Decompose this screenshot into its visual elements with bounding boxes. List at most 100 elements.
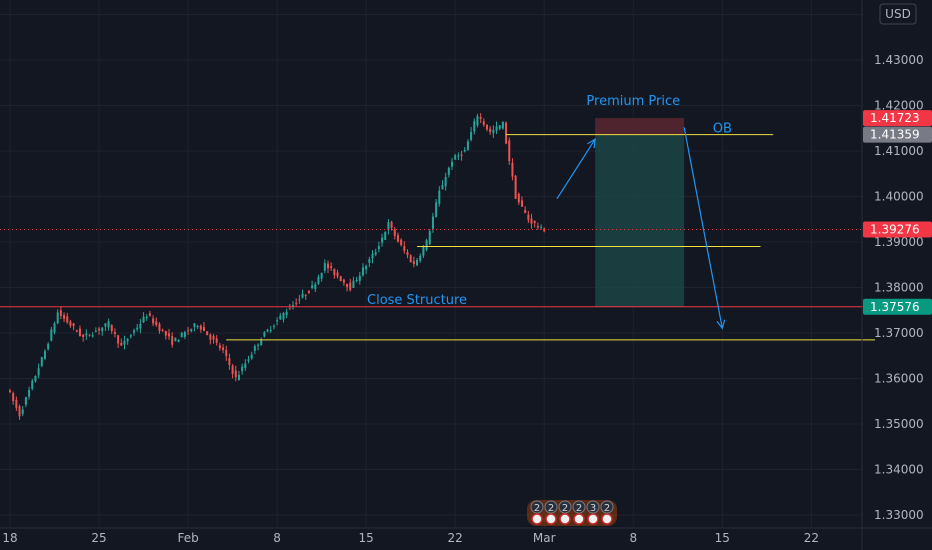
candle-body <box>18 406 21 417</box>
candle-body <box>78 328 81 336</box>
flag-icon[interactable] <box>545 513 557 525</box>
time-tick-label: 25 <box>91 531 106 545</box>
flag-icon[interactable] <box>531 513 543 525</box>
event-count-badge[interactable] <box>544 500 558 514</box>
candle-body <box>361 267 364 276</box>
event-count-badge[interactable] <box>558 500 572 514</box>
annotation-label[interactable]: OB <box>713 121 732 136</box>
annotation-label[interactable]: Close Structure <box>367 293 467 308</box>
time-tick-label: Mar <box>533 531 556 545</box>
candle-body <box>276 320 279 322</box>
candle-body <box>272 325 275 327</box>
event-count-label: 2 <box>604 503 610 514</box>
event-count-badge[interactable] <box>572 500 586 514</box>
event-count-label: 2 <box>562 503 568 514</box>
event-count-badge[interactable] <box>586 500 600 514</box>
candle-body <box>183 332 186 337</box>
candle-body <box>501 121 504 129</box>
event-count-label: 2 <box>534 503 540 514</box>
candle-body <box>416 259 419 266</box>
time-tick-label: 8 <box>273 531 281 545</box>
flag-icon[interactable] <box>587 513 599 525</box>
candle-body <box>466 141 469 151</box>
level-price-badge-label: 1.37576 <box>870 300 920 314</box>
candle-body <box>123 340 126 345</box>
candle-body <box>218 345 221 349</box>
horizontal-levels[interactable] <box>0 134 875 341</box>
candle-body <box>381 237 384 243</box>
candle-body <box>349 282 352 290</box>
candle-body <box>365 265 368 270</box>
candle-body <box>113 332 116 334</box>
candle-body <box>269 329 272 331</box>
candle-body <box>50 329 53 341</box>
candle-body <box>12 393 15 402</box>
candle-body <box>530 218 533 224</box>
candle-body <box>292 305 295 307</box>
candle-body <box>142 316 145 323</box>
flag-icon[interactable] <box>559 513 571 525</box>
take-profit-zone[interactable] <box>595 134 685 307</box>
time-tick-label: 18 <box>2 531 17 545</box>
candle-body <box>228 358 231 365</box>
candle-body <box>447 167 450 175</box>
candle-body <box>171 336 174 345</box>
candle-body <box>85 333 88 336</box>
price-tick-label: 1.38000 <box>874 281 924 295</box>
candle-body <box>393 229 396 236</box>
trend-arrow-line[interactable] <box>556 138 596 200</box>
candle-body <box>164 330 167 336</box>
candle-body <box>222 347 225 350</box>
trend-arrow-head <box>716 319 726 330</box>
currency-box-frame <box>879 3 917 25</box>
candle-body <box>260 339 263 346</box>
price-tick-label: 1.39000 <box>874 235 924 249</box>
annotation-label[interactable]: Premium Price <box>586 94 680 109</box>
trend-arrows[interactable] <box>556 127 726 330</box>
candle-body <box>304 294 307 296</box>
candle-body <box>101 327 104 332</box>
candle-body <box>479 117 482 119</box>
candle-body <box>75 330 78 332</box>
candle-body <box>412 261 415 265</box>
candle-body <box>438 190 441 204</box>
candle-body <box>333 268 336 276</box>
price-tick-label: 1.34000 <box>874 463 924 477</box>
flag-icon[interactable] <box>573 513 585 525</box>
trend-arrow-line[interactable] <box>683 127 723 329</box>
candlesticks <box>9 113 546 420</box>
event-count-badge[interactable] <box>600 500 614 514</box>
candle-body <box>94 330 97 332</box>
currency-box[interactable]: USD <box>879 3 917 25</box>
candle-body <box>400 239 403 246</box>
candle-body <box>266 329 269 332</box>
candle-body <box>196 325 199 327</box>
candle-body <box>307 290 310 293</box>
candle-body <box>314 284 317 290</box>
candle-body <box>524 209 527 213</box>
stop-loss-zone[interactable] <box>595 118 685 135</box>
candle-body <box>212 336 215 340</box>
event-count-badge[interactable] <box>530 500 544 514</box>
candle-body <box>161 330 164 332</box>
price-axis[interactable]: 1.33000 1.34000 1.35000 1.36000 1.37000 1.380… <box>861 0 924 550</box>
candle-body <box>327 263 329 269</box>
candle-body <box>517 193 520 203</box>
position-box[interactable] <box>595 118 685 307</box>
candle-body <box>311 285 314 288</box>
candle-body <box>104 323 107 327</box>
text-annotations[interactable]: Premium Price OB Close Structure <box>367 94 732 308</box>
candle-body <box>34 376 37 382</box>
flag-icon[interactable] <box>601 513 613 525</box>
candle-body <box>21 409 24 414</box>
candle-body <box>158 323 161 332</box>
candle-body <box>126 339 129 342</box>
candle-body <box>336 272 339 277</box>
candle-body <box>148 313 151 316</box>
candle-body <box>129 335 132 337</box>
time-axis[interactable]: 18 25 Feb 8 15 22 Mar 8 15 22 <box>0 527 932 545</box>
candle-body <box>441 185 444 190</box>
candle-body <box>98 328 101 331</box>
